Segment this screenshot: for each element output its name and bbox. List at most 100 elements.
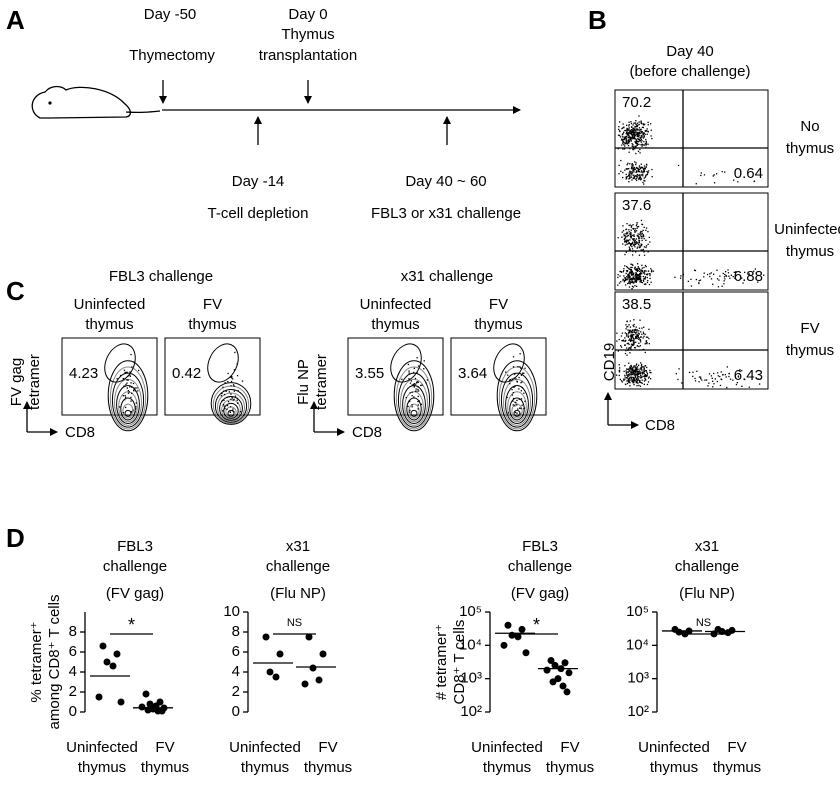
flow-dot: [634, 375, 636, 377]
flow-dot: [416, 357, 418, 359]
data-point: [563, 688, 571, 696]
flow-dot: [631, 172, 634, 174]
flow-dot: [635, 242, 637, 244]
flow-dot: [643, 183, 645, 185]
flow-dot: [629, 377, 631, 379]
flow-dot: [641, 243, 643, 246]
flow-dot: [629, 172, 632, 174]
flow-dot: [727, 272, 730, 274]
flow-dot: [619, 275, 621, 277]
flow-dot: [231, 396, 233, 398]
flow-dot: [727, 269, 729, 271]
flow-dot: [637, 336, 639, 338]
x-tick-label: Uninfected thymus: [638, 739, 710, 776]
flow-dot: [642, 337, 644, 339]
flow-dot: [636, 167, 638, 169]
data-point: [319, 650, 327, 658]
flow-dot: [512, 356, 515, 358]
flow-dot: [622, 271, 624, 273]
flow-dot: [640, 137, 642, 139]
flow-dot: [634, 367, 636, 369]
flow-dot: [643, 135, 645, 137]
flow-dot: [628, 172, 630, 174]
flow-dot: [631, 367, 633, 369]
flow-dot: [645, 129, 647, 132]
flow-dot: [632, 370, 635, 372]
event-day: Day -14: [232, 173, 285, 190]
flow-dot: [642, 275, 644, 278]
flow-dot: [639, 371, 642, 373]
flow-dot: [635, 382, 637, 384]
flow-dot: [620, 170, 622, 172]
flow-dot: [630, 371, 633, 373]
x-tick-label: Uninfected thymus: [471, 739, 543, 776]
flow-dot: [633, 175, 636, 178]
tetramer-gate: [390, 343, 422, 383]
flow-dot: [628, 281, 630, 283]
flow-dot: [647, 381, 650, 383]
flow-dot: [628, 134, 630, 136]
flow-dot: [643, 136, 645, 138]
flow-dot: [629, 268, 631, 270]
flow-dot: [621, 134, 623, 136]
flow-dot: [641, 333, 643, 335]
flow-dot: [628, 140, 630, 142]
flow-dot: [708, 373, 711, 375]
flow-dot: [721, 285, 723, 287]
flow-dot: [633, 136, 635, 138]
flow-dot: [713, 174, 715, 176]
axis-label: CD8: [65, 424, 95, 441]
flow-dot: [407, 363, 409, 366]
flow-dot: [639, 245, 641, 247]
flow-dot: [409, 400, 411, 403]
flow-dot: [638, 371, 640, 373]
axis-label: FV gag: [8, 358, 25, 406]
flow-dot: [620, 345, 622, 347]
flow-dot: [636, 235, 638, 237]
flow-dot: [636, 135, 638, 137]
flow-dot: [632, 340, 634, 342]
flow-dot: [628, 343, 630, 345]
flow-dot: [643, 335, 645, 337]
flow-dot: [628, 280, 631, 282]
flow-dot: [643, 348, 645, 350]
flow-dot: [634, 246, 636, 248]
flow-dot: [637, 270, 639, 272]
flow-dot: [416, 372, 418, 374]
flow-dot: [520, 367, 522, 369]
x-tick-label: Uninfected thymus: [66, 739, 138, 776]
flow-dot: [642, 132, 644, 134]
flow-plot: [450, 337, 547, 416]
flow-dot: [645, 375, 647, 378]
flow-dot: [641, 366, 643, 368]
flow-dot: [651, 168, 653, 171]
flow-dot: [631, 376, 633, 378]
flow-dot: [635, 326, 637, 328]
flow-dot: [626, 139, 628, 141]
flow-dot: [636, 345, 639, 347]
x-tick-label: FV thymus: [546, 739, 594, 776]
flow-dot: [626, 127, 628, 130]
flow-dot: [630, 331, 633, 333]
flow-dot: [416, 381, 418, 383]
flow-dot: [129, 375, 131, 377]
flow-dot: [135, 406, 137, 408]
flow-dot: [633, 147, 635, 149]
flow-dot: [628, 242, 630, 244]
flow-dot: [222, 403, 225, 406]
group-title: x31 challenge: [401, 268, 494, 285]
flow-dot: [759, 383, 761, 385]
flow-dot: [621, 139, 623, 141]
flow-dot: [639, 349, 641, 351]
flow-dot: [640, 235, 642, 237]
flow-dot: [636, 133, 638, 135]
flow-dot: [632, 131, 634, 133]
flow-dot: [648, 270, 650, 272]
density-contour: [395, 366, 433, 430]
flow-dot: [632, 135, 634, 137]
flow-dot: [717, 286, 720, 288]
flow-dot: [625, 324, 627, 326]
data-point: [547, 657, 555, 665]
flow-dot: [630, 372, 632, 374]
flow-dot: [232, 378, 234, 380]
